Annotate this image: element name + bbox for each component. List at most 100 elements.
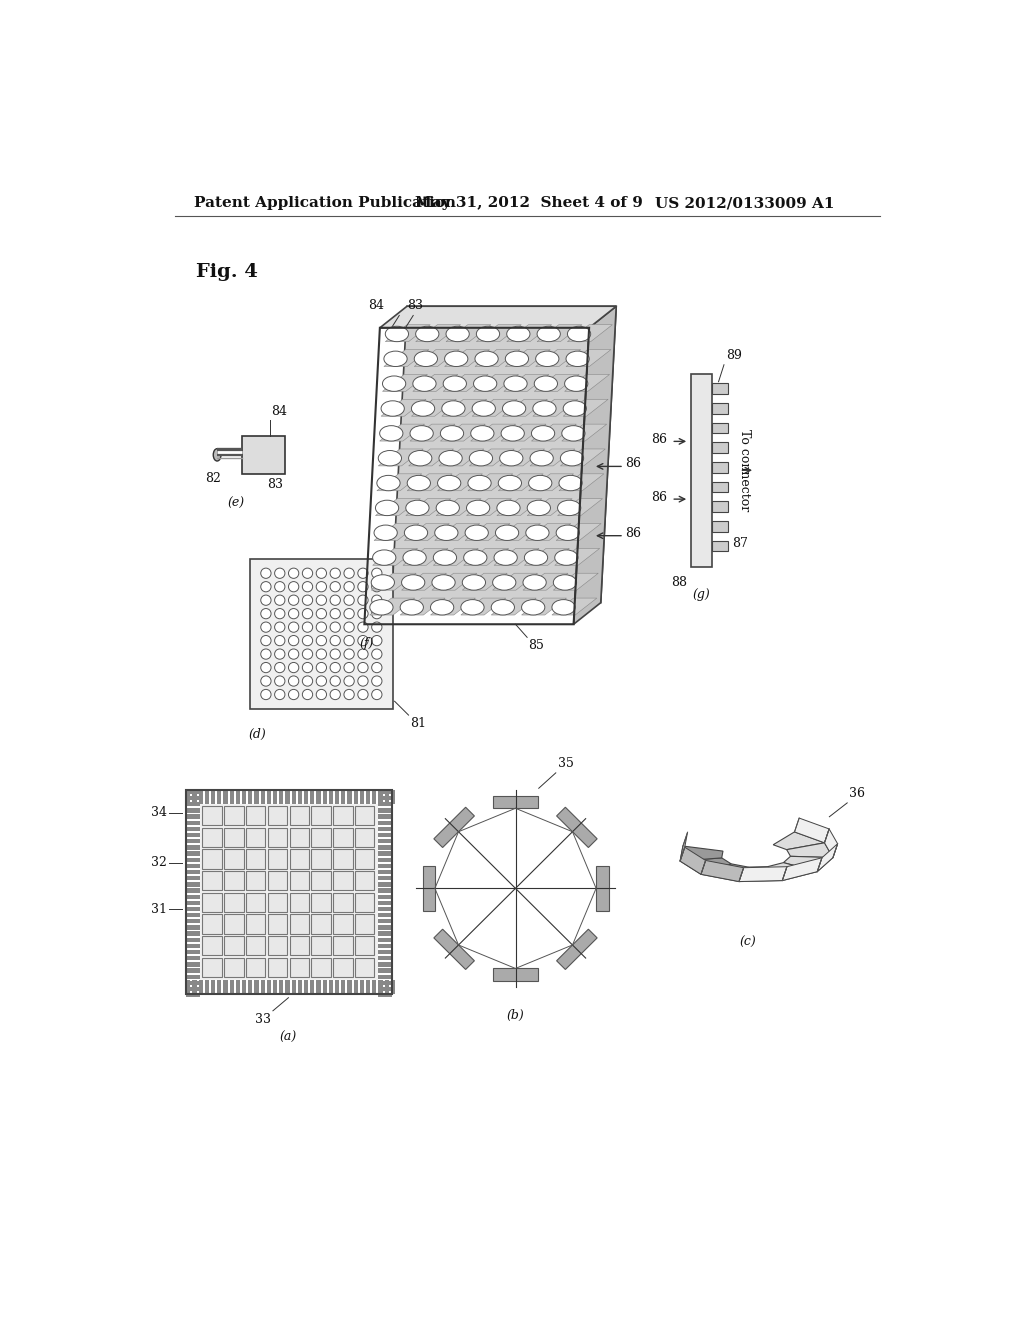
Bar [378,979,383,994]
Polygon shape [507,325,552,342]
Bar [355,915,375,933]
Bar [333,915,352,933]
Circle shape [330,689,340,700]
Circle shape [302,663,312,673]
Polygon shape [596,866,608,911]
Bar [203,828,222,847]
Circle shape [357,676,368,686]
Ellipse shape [500,450,523,466]
Ellipse shape [527,500,551,516]
Polygon shape [524,548,569,565]
Polygon shape [795,818,829,842]
Ellipse shape [400,599,423,615]
Text: 86: 86 [626,457,642,470]
Bar [713,521,728,532]
Bar [311,871,331,890]
Ellipse shape [464,550,487,565]
Ellipse shape [556,525,580,540]
Circle shape [289,622,299,632]
Bar [268,807,288,825]
Bar [268,828,288,847]
Polygon shape [552,598,597,615]
Circle shape [357,689,368,700]
Bar [290,915,309,933]
Bar [246,892,265,912]
Polygon shape [773,832,824,850]
Bar [266,789,271,804]
Bar [378,851,391,855]
Text: 86: 86 [626,527,642,540]
Ellipse shape [404,525,428,540]
Circle shape [302,582,312,591]
Ellipse shape [499,475,521,491]
Bar [378,845,391,850]
Bar [203,892,222,912]
Circle shape [274,689,285,700]
Bar [378,956,391,961]
Polygon shape [376,499,421,516]
Polygon shape [413,375,458,391]
Polygon shape [532,399,578,416]
Bar [246,807,265,825]
Bar [246,828,265,847]
Ellipse shape [528,475,552,491]
Circle shape [357,609,368,619]
Bar [186,858,200,862]
Bar [186,876,200,880]
Bar [280,789,284,804]
Bar [353,979,357,994]
Text: (g): (g) [692,589,711,601]
Circle shape [274,609,285,619]
Polygon shape [433,548,478,565]
Bar [316,789,321,804]
Bar [290,807,309,825]
Ellipse shape [409,450,432,466]
Bar [310,979,314,994]
Text: 88: 88 [671,576,687,589]
Ellipse shape [406,500,429,516]
Circle shape [274,582,285,591]
Bar [211,979,215,994]
Circle shape [357,622,368,632]
Bar [311,915,331,933]
Bar [378,833,391,837]
Bar [286,979,290,994]
Polygon shape [557,499,602,516]
Ellipse shape [401,574,425,590]
Bar [205,979,209,994]
Polygon shape [408,474,453,491]
Bar [236,789,240,804]
Bar [329,979,333,994]
Polygon shape [464,548,509,565]
Bar [333,936,352,956]
Ellipse shape [465,525,488,540]
Polygon shape [443,375,488,391]
Ellipse shape [413,376,436,391]
Ellipse shape [440,425,464,441]
Text: 35: 35 [558,756,574,770]
Circle shape [344,582,354,591]
Bar [203,936,222,956]
Circle shape [357,649,368,659]
Polygon shape [373,548,418,565]
Ellipse shape [469,450,493,466]
Circle shape [316,676,327,686]
Polygon shape [701,861,743,882]
Bar [311,892,331,912]
Polygon shape [439,449,484,466]
Text: 32: 32 [151,857,167,870]
Text: 87: 87 [732,537,748,550]
Ellipse shape [555,550,578,565]
Ellipse shape [532,401,556,416]
Bar [224,957,244,977]
Polygon shape [370,598,415,615]
Bar [366,979,371,994]
Text: (f): (f) [359,638,374,651]
Bar [203,915,222,933]
Bar [186,840,200,843]
Polygon shape [783,857,833,871]
Bar [378,808,391,813]
Bar [260,979,265,994]
Bar [199,789,203,804]
Circle shape [372,609,382,619]
